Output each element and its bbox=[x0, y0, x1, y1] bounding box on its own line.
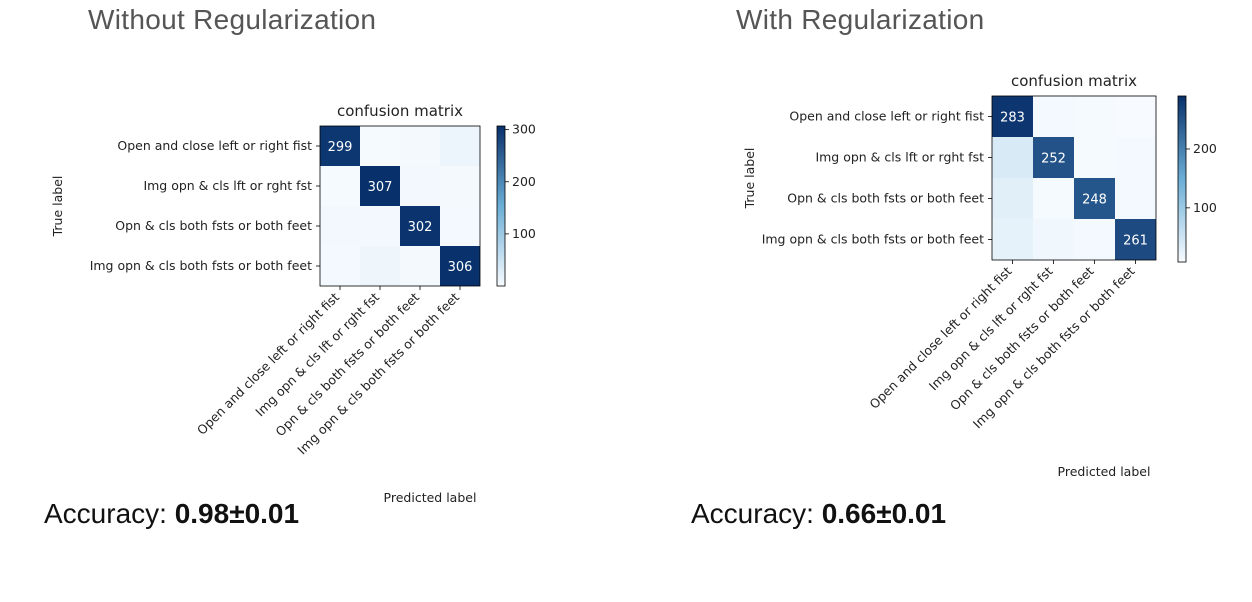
chart-title: confusion matrix bbox=[1011, 72, 1137, 90]
heatmap-cell bbox=[360, 166, 400, 206]
y-tick-label: Img opn & cls both fsts or both feet bbox=[90, 258, 312, 273]
matrix-frame bbox=[319, 125, 481, 287]
heatmap-cell bbox=[400, 206, 440, 246]
heatmap-cell bbox=[360, 246, 400, 286]
cell-value-label: 283 bbox=[1000, 111, 1025, 126]
colorbar-tick-label: 100 bbox=[512, 226, 536, 241]
heatmap-cell bbox=[1074, 96, 1115, 137]
heatmap-cell bbox=[1115, 137, 1156, 178]
colorbar-tick-label: 200 bbox=[512, 174, 536, 189]
heatmap-cell bbox=[1074, 219, 1115, 260]
y-tick-label: Open and close left or right fist bbox=[789, 109, 984, 124]
heatmap-cell bbox=[320, 246, 360, 286]
y-tick-label: Opn & cls both fsts or both feet bbox=[787, 191, 984, 206]
matrix-frame bbox=[991, 95, 1157, 261]
heatmap-cell bbox=[400, 246, 440, 286]
panel-heading-with-regularization: With Regularization bbox=[736, 4, 985, 35]
y-tick-label: Img opn & cls lft or rght fst bbox=[143, 178, 312, 193]
y-tick-label: Img opn & cls both fsts or both feet bbox=[762, 232, 984, 247]
accuracy-with-regularization: Accuracy: 0.66±0.01 bbox=[691, 498, 946, 530]
x-axis-label: Predicted label bbox=[384, 490, 477, 505]
x-axis-label: Predicted label bbox=[1058, 464, 1151, 479]
heatmap-cell bbox=[1033, 219, 1074, 260]
panel-heading-without-regularization: Without Regularization bbox=[88, 4, 377, 35]
cell-value-label: 307 bbox=[368, 180, 393, 195]
accuracy-without-regularization: Accuracy: 0.98±0.01 bbox=[44, 498, 299, 530]
heatmap-cell bbox=[360, 206, 400, 246]
colorbar bbox=[1177, 95, 1187, 263]
cell-value-label: 252 bbox=[1041, 152, 1066, 167]
heatmap-cell bbox=[440, 246, 480, 286]
cell-value-label: 261 bbox=[1123, 234, 1148, 249]
heatmap-cell bbox=[320, 126, 360, 166]
y-tick-label: Img opn & cls lft or rght fst bbox=[815, 150, 984, 165]
heatmap-cell bbox=[440, 206, 480, 246]
heatmap-cell bbox=[440, 166, 480, 206]
heatmap-cell bbox=[440, 126, 480, 166]
colorbar-tick-label: 300 bbox=[512, 122, 536, 137]
heatmap-cell bbox=[992, 178, 1033, 219]
heatmap-cell bbox=[1115, 219, 1156, 260]
heatmap-cell bbox=[1115, 178, 1156, 219]
heatmap-cell bbox=[992, 219, 1033, 260]
heatmap-cell bbox=[1033, 96, 1074, 137]
heatmap-cell bbox=[1074, 137, 1115, 178]
heatmap-cell bbox=[1033, 137, 1074, 178]
accuracy-value: 0.98±0.01 bbox=[174, 498, 300, 529]
accuracy-label: Accuracy: bbox=[691, 498, 822, 529]
cell-value-label: 306 bbox=[448, 260, 473, 275]
confusion-matrix-chart-with-regularization: confusion matrix 283 252 248 261 Open and clo… bbox=[742, 72, 1217, 479]
confusion-matrix-chart-without-regularization: confusion matrix 299 307 302 306 Open and clo… bbox=[50, 102, 536, 505]
x-tick-label: Opn & cls both fsts or both feet bbox=[272, 289, 422, 439]
chart-title: confusion matrix bbox=[337, 102, 463, 120]
heatmap-cell bbox=[992, 137, 1033, 178]
heatmap-cell bbox=[1074, 178, 1115, 219]
y-tick-label: Open and close left or right fist bbox=[117, 138, 312, 153]
y-tick-label: Opn & cls both fsts or both feet bbox=[115, 218, 312, 233]
cell-value-label: 299 bbox=[328, 140, 353, 155]
heatmap-cell bbox=[320, 206, 360, 246]
y-axis-label: True label bbox=[50, 176, 65, 238]
colorbar-tick-label: 200 bbox=[1193, 141, 1217, 156]
x-tick-label: Open and close left or right fist bbox=[866, 263, 1014, 411]
cell-value-label: 248 bbox=[1082, 193, 1107, 208]
heatmap-cell bbox=[360, 126, 400, 166]
colorbar-tick-label: 100 bbox=[1193, 200, 1217, 215]
accuracy-label: Accuracy: bbox=[44, 498, 175, 529]
heatmap-cell bbox=[400, 166, 440, 206]
y-axis-label: True label bbox=[742, 148, 757, 210]
heatmap-cell bbox=[1033, 178, 1074, 219]
heatmap-cell bbox=[1115, 96, 1156, 137]
heatmap-cell bbox=[400, 126, 440, 166]
heatmap-cell bbox=[992, 96, 1033, 137]
x-tick-label: Open and close left or right fist bbox=[194, 289, 342, 437]
cell-value-label: 302 bbox=[408, 220, 433, 235]
accuracy-value: 0.66±0.01 bbox=[821, 498, 947, 529]
colorbar bbox=[496, 125, 506, 287]
heatmap-cell bbox=[320, 166, 360, 206]
